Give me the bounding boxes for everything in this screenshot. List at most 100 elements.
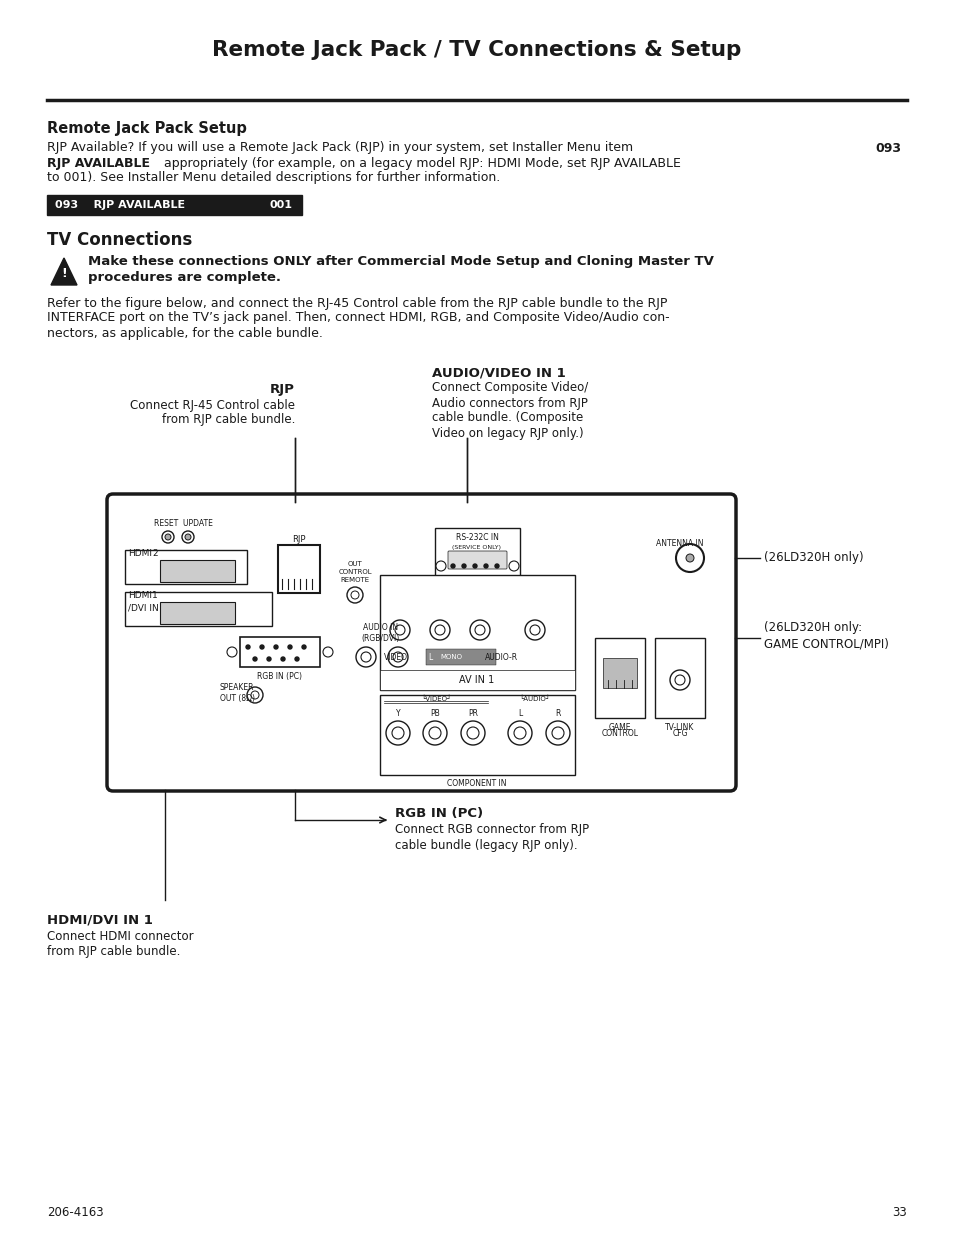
- Circle shape: [351, 592, 358, 599]
- Circle shape: [288, 645, 292, 650]
- Text: from RJP cable bundle.: from RJP cable bundle.: [47, 946, 180, 958]
- Text: RJP AVAILABLE: RJP AVAILABLE: [47, 157, 150, 169]
- Text: ANTENNA IN: ANTENNA IN: [656, 538, 703, 547]
- Text: └VIDEO┘: └VIDEO┘: [420, 695, 451, 703]
- Text: L: L: [428, 652, 432, 662]
- Polygon shape: [51, 258, 77, 285]
- Circle shape: [524, 620, 544, 640]
- Circle shape: [185, 534, 191, 540]
- Text: Audio connectors from RJP: Audio connectors from RJP: [432, 396, 587, 410]
- Text: (26LD320H only:: (26LD320H only:: [763, 621, 862, 635]
- Circle shape: [247, 687, 263, 703]
- Text: procedures are complete.: procedures are complete.: [88, 272, 281, 284]
- Circle shape: [390, 620, 410, 640]
- Circle shape: [430, 620, 450, 640]
- Text: 33: 33: [891, 1205, 906, 1219]
- Circle shape: [392, 727, 403, 739]
- Circle shape: [460, 721, 484, 745]
- Circle shape: [395, 625, 405, 635]
- Text: RJP: RJP: [270, 384, 294, 396]
- Circle shape: [552, 727, 563, 739]
- Bar: [125, 550, 247, 584]
- Circle shape: [182, 531, 193, 543]
- Circle shape: [473, 564, 476, 568]
- Text: REMOTE: REMOTE: [340, 577, 369, 583]
- Bar: [379, 671, 575, 690]
- Bar: [277, 545, 319, 593]
- Circle shape: [246, 645, 250, 650]
- Circle shape: [274, 645, 277, 650]
- Text: HDMI: HDMI: [128, 548, 152, 557]
- Text: VIDEO: VIDEO: [384, 652, 408, 662]
- Text: INTERFACE port on the TV’s jack panel. Then, connect HDMI, RGB, and Composite Vi: INTERFACE port on the TV’s jack panel. T…: [47, 311, 669, 325]
- Text: PR: PR: [468, 709, 477, 718]
- Text: SPEAKER: SPEAKER: [220, 683, 254, 692]
- Bar: [379, 576, 575, 690]
- Circle shape: [685, 555, 693, 562]
- Text: GAME CONTROL/MPI): GAME CONTROL/MPI): [763, 637, 888, 651]
- Circle shape: [530, 625, 539, 635]
- Circle shape: [388, 647, 408, 667]
- FancyBboxPatch shape: [160, 601, 234, 624]
- Text: from RJP cable bundle.: from RJP cable bundle.: [161, 414, 294, 426]
- Circle shape: [260, 645, 264, 650]
- FancyBboxPatch shape: [160, 559, 234, 582]
- Circle shape: [669, 671, 689, 690]
- Bar: [426, 650, 496, 664]
- Text: cable bundle. (Composite: cable bundle. (Composite: [432, 411, 582, 425]
- Circle shape: [507, 721, 532, 745]
- FancyBboxPatch shape: [107, 494, 735, 790]
- Text: MONO: MONO: [439, 655, 461, 659]
- Circle shape: [470, 620, 490, 640]
- Circle shape: [323, 647, 333, 657]
- Text: !: !: [61, 267, 67, 280]
- Text: OUT: OUT: [347, 561, 362, 567]
- Text: AUDIO/VIDEO IN 1: AUDIO/VIDEO IN 1: [432, 367, 565, 379]
- Text: Connect RGB connector from RJP: Connect RGB connector from RJP: [395, 824, 589, 836]
- Circle shape: [227, 647, 236, 657]
- Text: to 001). See Installer Menu detailed descriptions for further information.: to 001). See Installer Menu detailed des…: [47, 172, 499, 184]
- Text: CONTROL: CONTROL: [337, 569, 372, 576]
- Text: (RGB/DVI): (RGB/DVI): [361, 635, 399, 643]
- Circle shape: [165, 534, 171, 540]
- Bar: [125, 592, 272, 626]
- Text: HDMI: HDMI: [128, 590, 152, 599]
- Bar: [602, 658, 637, 688]
- Circle shape: [422, 721, 447, 745]
- Text: RESET  UPDATE: RESET UPDATE: [153, 520, 213, 529]
- Text: CONTROL: CONTROL: [601, 730, 638, 739]
- Text: HDMI/DVI IN 1: HDMI/DVI IN 1: [47, 914, 152, 926]
- Text: AUDIO-R: AUDIO-R: [484, 652, 517, 662]
- Bar: [47, 195, 302, 215]
- Text: 1: 1: [152, 590, 157, 599]
- Circle shape: [495, 564, 498, 568]
- Circle shape: [545, 721, 569, 745]
- Text: nectors, as applicable, for the cable bundle.: nectors, as applicable, for the cable bu…: [47, 326, 322, 340]
- Circle shape: [162, 531, 173, 543]
- Text: 093    RJP AVAILABLE: 093 RJP AVAILABLE: [55, 200, 185, 210]
- Circle shape: [436, 561, 446, 571]
- Bar: [435, 529, 519, 578]
- Circle shape: [302, 645, 306, 650]
- Circle shape: [281, 657, 285, 661]
- Text: cable bundle (legacy RJP only).: cable bundle (legacy RJP only).: [395, 839, 577, 851]
- Circle shape: [393, 652, 402, 662]
- Text: 001: 001: [270, 200, 293, 210]
- Text: (SERVICE ONLY): (SERVICE ONLY): [452, 545, 501, 550]
- Text: Y: Y: [395, 709, 400, 718]
- Circle shape: [451, 564, 455, 568]
- Text: (26LD320H only): (26LD320H only): [763, 552, 862, 564]
- Text: PB: PB: [430, 709, 439, 718]
- Bar: [595, 638, 644, 718]
- Text: RJP: RJP: [292, 536, 305, 545]
- Text: 093: 093: [874, 142, 900, 154]
- Text: RGB IN (PC): RGB IN (PC): [395, 806, 482, 820]
- Text: AUDIO IN: AUDIO IN: [363, 622, 398, 631]
- Text: RS-232C IN: RS-232C IN: [456, 532, 497, 541]
- Circle shape: [386, 721, 410, 745]
- Text: Make these connections ONLY after Commercial Mode Setup and Cloning Master TV: Make these connections ONLY after Commer…: [88, 256, 713, 268]
- Circle shape: [360, 652, 371, 662]
- Text: appropriately (for example, on a legacy model RJP: HDMI Mode, set RJP AVAILABLE: appropriately (for example, on a legacy …: [160, 157, 680, 169]
- Circle shape: [675, 676, 684, 685]
- Text: /DVI IN: /DVI IN: [128, 604, 158, 613]
